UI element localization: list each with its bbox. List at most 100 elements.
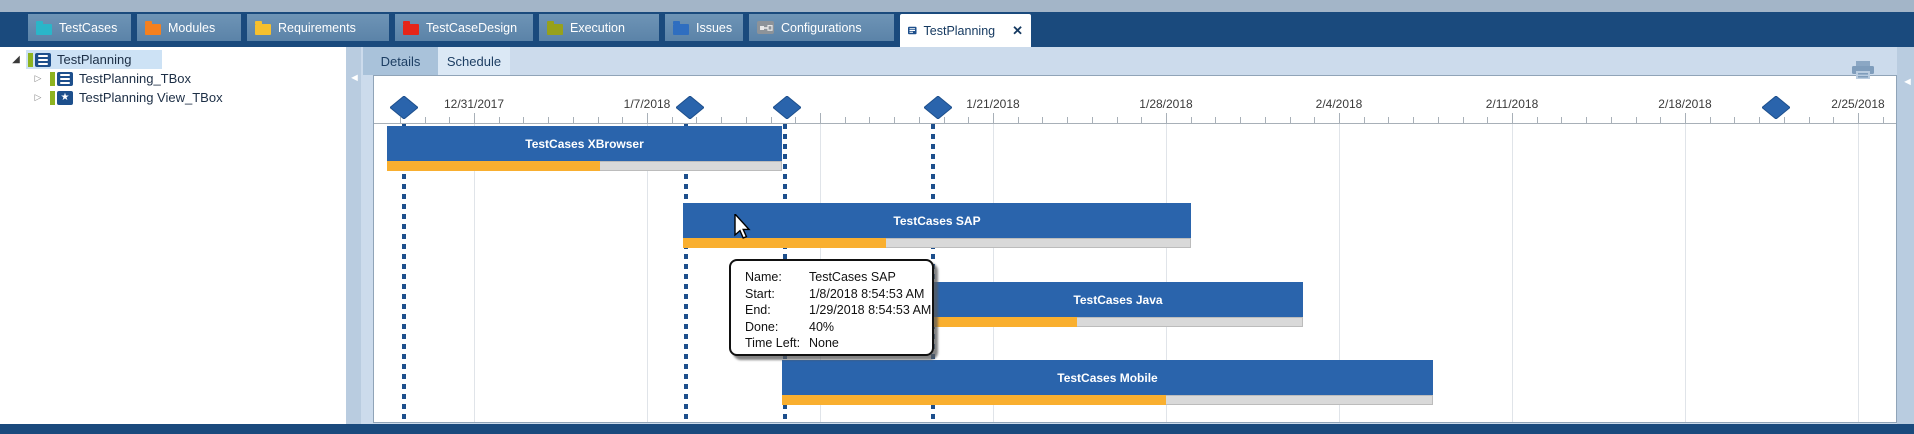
axis-tick — [474, 113, 475, 123]
milestone-diamond-icon[interactable] — [773, 96, 801, 124]
axis-tick — [1388, 117, 1389, 123]
axis-tick — [1586, 117, 1587, 123]
milestone-diamond-icon[interactable] — [390, 96, 418, 124]
timeline-axis — [374, 123, 1897, 124]
status-bar-icon — [50, 72, 55, 86]
milestone-diamond-icon[interactable] — [676, 96, 704, 124]
tree-panel: ◢ TestPlanning ▷ TestPlanning_TBox ▷★TestPla… — [0, 47, 346, 424]
tree-item-label: TestPlanning — [57, 52, 131, 67]
timeline-date-label: 1/21/2018 — [966, 97, 1019, 111]
axis-tick — [548, 117, 549, 123]
timeline-date-label: 1/7/2018 — [624, 97, 671, 111]
axis-tick — [1809, 117, 1810, 123]
axis-tick — [1561, 117, 1562, 123]
axis-tick — [1833, 117, 1834, 123]
folder-icon — [255, 24, 271, 35]
tooltip-row: Name:TestCases SAP — [745, 269, 932, 286]
tab-configurations[interactable]: Configurations — [749, 14, 894, 41]
tooltip-field-value: 1/29/2018 8:54:53 AM — [809, 302, 931, 319]
folder-icon — [673, 24, 689, 35]
view-tab-details[interactable]: Details — [363, 47, 438, 75]
tree-item-3[interactable]: ▷★TestPlanning View_TBox — [0, 88, 346, 107]
timeline-date-label: 12/31/2017 — [444, 97, 504, 111]
axis-tick — [1067, 117, 1068, 123]
left-splitter[interactable]: ◄ — [346, 47, 361, 424]
axis-tick — [598, 117, 599, 123]
tree-item-2[interactable]: ▷ TestPlanning_TBox — [0, 69, 346, 88]
tab-label: Execution — [570, 21, 625, 35]
progress-done — [933, 317, 1077, 327]
close-icon[interactable]: ✕ — [1012, 23, 1023, 39]
tab-label: Requirements — [278, 21, 356, 35]
axis-tick — [1636, 117, 1637, 123]
tooltip-field-value: None — [809, 335, 839, 352]
tree-item-1[interactable]: ◢ TestPlanning — [0, 50, 346, 69]
collapse-right-icon[interactable]: ◄ — [1902, 77, 1913, 88]
tooltip-field-label: Time Left: — [745, 335, 809, 352]
timeline-date-label: 2/11/2018 — [1486, 97, 1539, 111]
milestone-diamond-icon[interactable] — [924, 96, 952, 124]
axis-tick — [1487, 117, 1488, 123]
axis-tick — [1339, 113, 1340, 123]
expander-icon[interactable]: ◢ — [10, 54, 22, 65]
milestone-diamond-icon[interactable] — [1762, 96, 1790, 124]
tab-label: Configurations — [781, 21, 862, 35]
configurations-icon — [757, 21, 774, 34]
tooltip-row: Time Left:None — [745, 335, 932, 352]
tooltip-field-value: TestCases SAP — [809, 269, 896, 286]
gantt-bar[interactable]: TestCases Mobile — [782, 360, 1433, 395]
axis-tick — [1858, 113, 1859, 123]
gantt-bar[interactable]: TestCases XBrowser — [387, 126, 782, 161]
gantt-bar[interactable]: TestCases Java — [933, 282, 1303, 317]
tab-issues[interactable]: Issues — [665, 14, 743, 41]
axis-tick — [523, 117, 524, 123]
gantt-bar[interactable]: TestCases SAP — [683, 203, 1191, 238]
axis-tick — [1759, 117, 1760, 123]
axis-tick — [1265, 117, 1266, 123]
axis-tick — [1314, 117, 1315, 123]
folder-icon — [403, 24, 419, 35]
axis-tick — [1611, 117, 1612, 123]
axis-tick — [746, 117, 747, 123]
axis-tick — [1660, 117, 1661, 123]
progress-done — [683, 238, 886, 248]
progress-strip — [782, 395, 1433, 405]
document-list-icon — [35, 53, 51, 67]
gantt-bar-label: TestCases SAP — [893, 214, 980, 228]
view-tab-schedule[interactable]: Schedule — [438, 47, 510, 75]
axis-tick — [1141, 117, 1142, 123]
axis-tick — [1537, 117, 1538, 123]
gantt-bar-label: TestCases XBrowser — [525, 137, 644, 151]
axis-tick — [1734, 117, 1735, 123]
gantt-schedule-area: Name:TestCases SAPStart:1/8/2018 8:54:53… — [373, 75, 1897, 423]
progress-strip — [683, 238, 1191, 248]
tab-testcases[interactable]: TestCases — [28, 14, 131, 41]
printer-icon[interactable] — [1851, 61, 1875, 81]
tab-label: Issues — [696, 21, 732, 35]
tab-testcasedesign[interactable]: TestCaseDesign — [395, 14, 533, 41]
tree-item-label: TestPlanning_TBox — [79, 71, 191, 86]
tab-modules[interactable]: Modules — [137, 14, 241, 41]
axis-tick — [820, 113, 821, 123]
axis-tick — [425, 117, 426, 123]
tree-item-label: TestPlanning View_TBox — [79, 90, 223, 105]
expander-icon[interactable]: ▷ — [32, 92, 44, 103]
tab-requirements[interactable]: Requirements — [247, 14, 389, 41]
axis-tick — [449, 117, 450, 123]
expander-icon[interactable]: ▷ — [32, 73, 44, 84]
tab-execution[interactable]: Execution — [539, 14, 659, 41]
tooltip-row: End:1/29/2018 8:54:53 AM — [745, 302, 932, 319]
tab-testplanning[interactable]: TestPlanning✕ — [900, 14, 1031, 47]
tooltip-field-label: Start: — [745, 286, 809, 303]
window-top-strip — [0, 0, 1914, 12]
axis-tick — [993, 113, 994, 123]
progress-strip — [933, 317, 1303, 327]
axis-tick — [1240, 117, 1241, 123]
right-splitter[interactable]: ◄ — [1897, 47, 1914, 424]
application-window: TestCasesModules Requirements TestCaseDesi… — [0, 0, 1914, 434]
axis-tick — [845, 117, 846, 123]
collapse-left-icon[interactable]: ◄ — [349, 73, 360, 84]
progress-strip — [387, 161, 782, 171]
document-list-icon — [57, 72, 73, 86]
axis-tick — [647, 113, 648, 123]
